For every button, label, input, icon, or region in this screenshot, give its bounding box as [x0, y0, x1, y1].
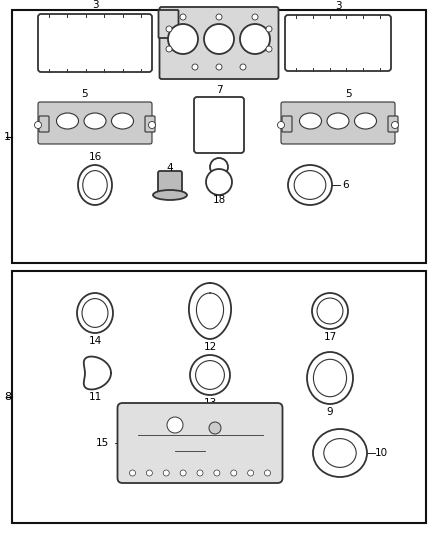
Ellipse shape [288, 165, 332, 205]
Text: 2: 2 [231, 0, 237, 2]
Circle shape [247, 470, 254, 476]
Circle shape [214, 470, 220, 476]
Ellipse shape [77, 293, 113, 333]
Ellipse shape [312, 293, 348, 329]
Ellipse shape [196, 361, 224, 390]
Circle shape [167, 417, 183, 433]
Text: 16: 16 [88, 152, 102, 162]
Ellipse shape [294, 171, 326, 199]
Ellipse shape [317, 298, 343, 324]
Circle shape [231, 470, 237, 476]
Circle shape [148, 122, 155, 128]
FancyBboxPatch shape [38, 102, 152, 144]
Ellipse shape [313, 429, 367, 477]
Polygon shape [189, 283, 231, 339]
Circle shape [130, 470, 135, 476]
Circle shape [146, 470, 152, 476]
Text: 9: 9 [327, 407, 333, 417]
Circle shape [216, 14, 222, 20]
Ellipse shape [78, 165, 112, 205]
Text: 11: 11 [88, 392, 102, 402]
Text: 7: 7 [215, 85, 223, 95]
Circle shape [180, 470, 186, 476]
Circle shape [209, 422, 221, 434]
FancyBboxPatch shape [117, 403, 283, 483]
Text: 10: 10 [374, 448, 388, 458]
FancyBboxPatch shape [12, 10, 426, 263]
Ellipse shape [190, 355, 230, 395]
Circle shape [266, 26, 272, 32]
Circle shape [266, 46, 272, 52]
Circle shape [265, 470, 271, 476]
Circle shape [166, 46, 172, 52]
FancyBboxPatch shape [281, 102, 395, 144]
Text: 18: 18 [212, 195, 226, 205]
Ellipse shape [112, 113, 134, 129]
Circle shape [206, 169, 232, 195]
Circle shape [210, 158, 228, 176]
Ellipse shape [84, 113, 106, 129]
Polygon shape [196, 293, 223, 329]
Ellipse shape [327, 113, 349, 129]
Text: 6: 6 [343, 180, 350, 190]
FancyBboxPatch shape [159, 10, 179, 38]
Ellipse shape [324, 439, 356, 467]
Circle shape [278, 122, 285, 128]
Text: 17: 17 [323, 332, 337, 342]
Ellipse shape [307, 352, 353, 404]
Text: 5: 5 [82, 89, 88, 99]
Ellipse shape [83, 171, 107, 199]
Circle shape [197, 470, 203, 476]
Ellipse shape [300, 113, 321, 129]
FancyBboxPatch shape [39, 116, 49, 132]
Circle shape [163, 470, 169, 476]
Circle shape [392, 122, 399, 128]
Text: 14: 14 [88, 336, 102, 346]
Ellipse shape [57, 113, 78, 129]
FancyBboxPatch shape [38, 14, 152, 72]
Circle shape [204, 24, 234, 54]
Text: 8: 8 [4, 392, 11, 402]
FancyBboxPatch shape [194, 97, 244, 153]
FancyBboxPatch shape [145, 116, 155, 132]
Circle shape [168, 24, 198, 54]
Text: 12: 12 [203, 342, 217, 352]
Circle shape [35, 122, 42, 128]
Text: 3: 3 [92, 0, 98, 10]
Circle shape [166, 26, 172, 32]
FancyBboxPatch shape [282, 116, 292, 132]
Ellipse shape [82, 298, 108, 327]
Circle shape [252, 14, 258, 20]
Ellipse shape [354, 113, 377, 129]
Text: 1: 1 [4, 132, 11, 142]
FancyBboxPatch shape [159, 7, 279, 79]
Circle shape [240, 24, 270, 54]
Text: 4: 4 [167, 163, 173, 173]
Circle shape [240, 64, 246, 70]
Ellipse shape [314, 359, 346, 397]
Ellipse shape [153, 190, 187, 200]
Text: 13: 13 [203, 398, 217, 408]
FancyBboxPatch shape [12, 271, 426, 523]
Text: 3: 3 [335, 1, 341, 11]
Text: 5: 5 [345, 89, 351, 99]
Circle shape [192, 64, 198, 70]
FancyBboxPatch shape [388, 116, 398, 132]
FancyBboxPatch shape [158, 171, 182, 197]
FancyBboxPatch shape [285, 15, 391, 71]
Text: 15: 15 [96, 438, 109, 448]
Circle shape [180, 14, 186, 20]
Polygon shape [84, 357, 111, 390]
Circle shape [216, 64, 222, 70]
